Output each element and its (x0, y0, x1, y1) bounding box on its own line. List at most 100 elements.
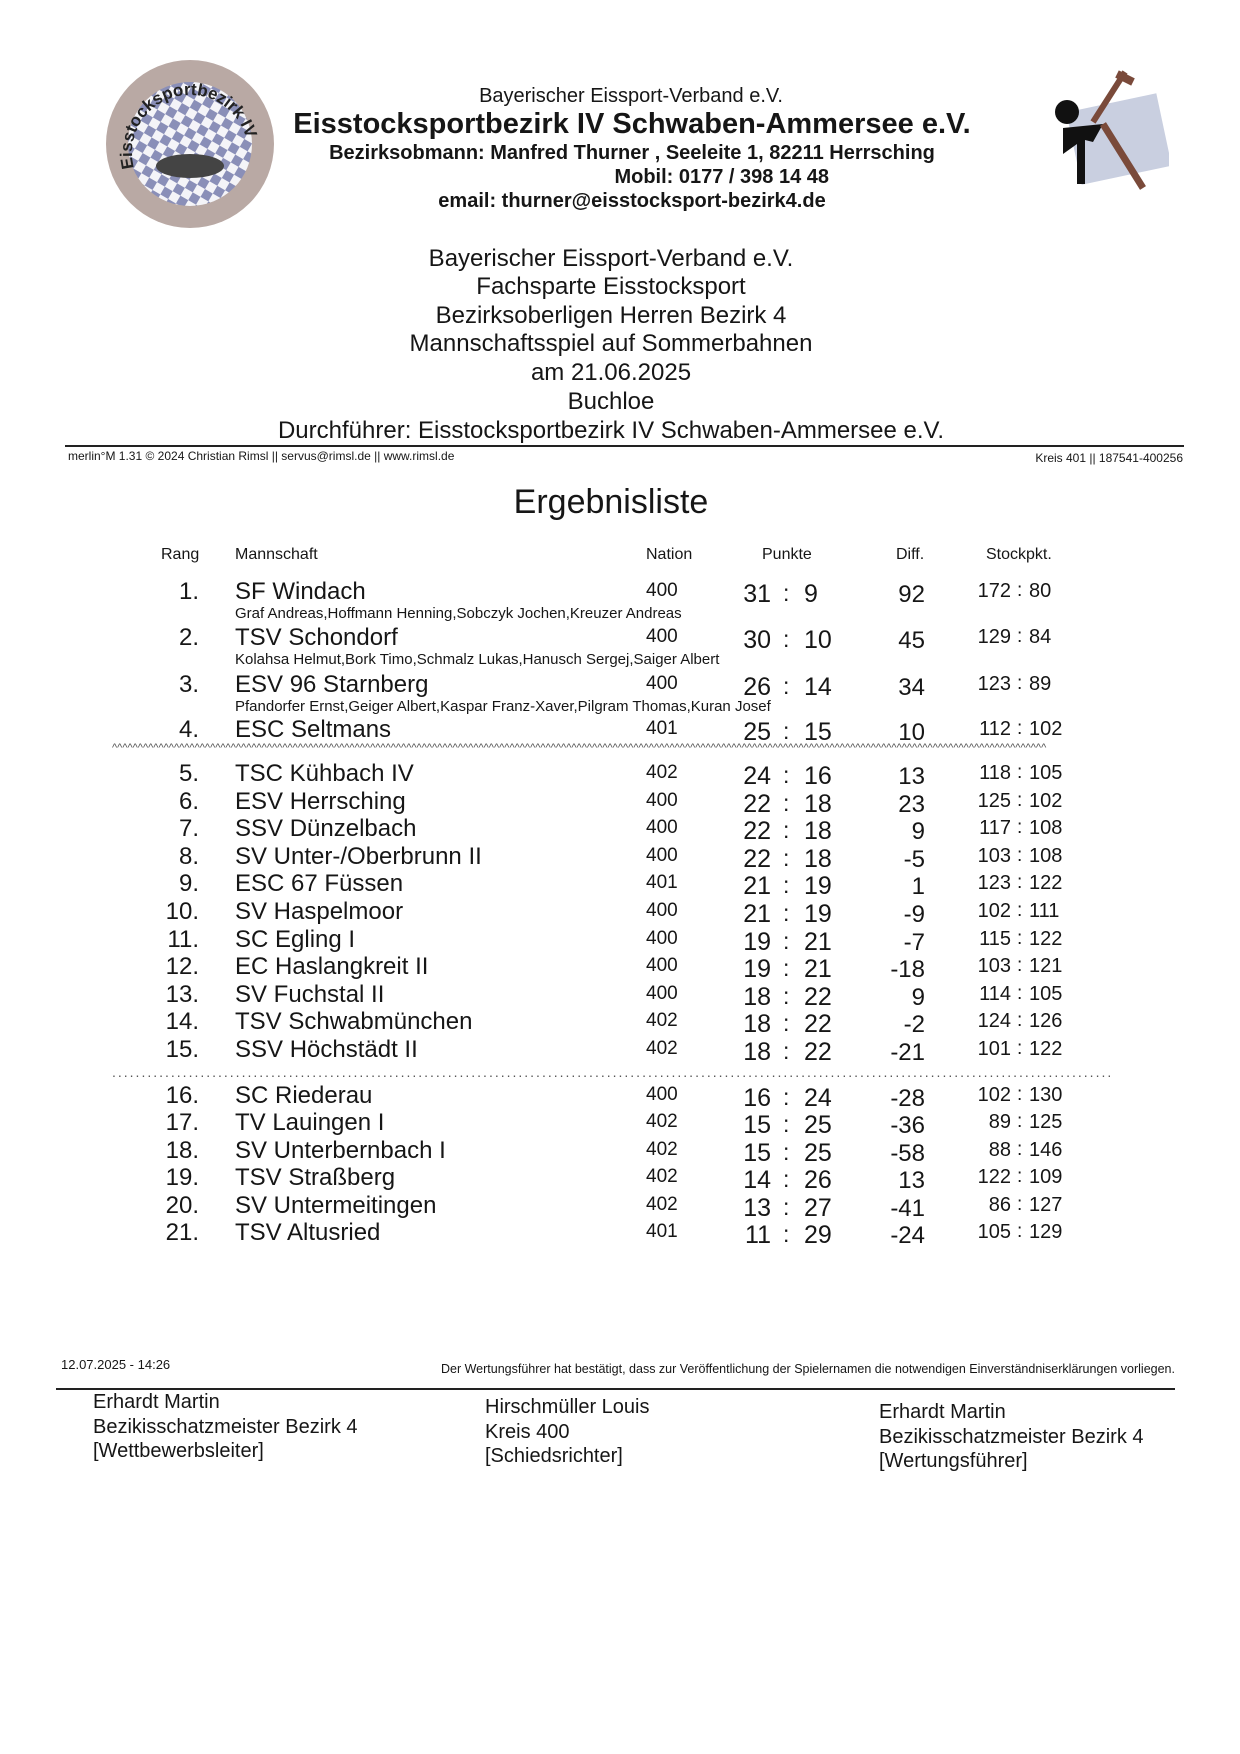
team-cell: SV Fuchstal II (235, 980, 385, 1008)
print-timestamp: 12.07.2025 - 14:26 (61, 1357, 171, 1372)
points-colon: : (783, 1111, 790, 1138)
signature-scorer: Erhardt Martin Bezikisschatzmeister Bezi… (879, 1400, 1144, 1474)
points-won-cell: 18 (743, 1038, 771, 1066)
stock-won-cell: 118 (979, 762, 1011, 784)
points-won-cell: 22 (743, 817, 771, 846)
team-players: Kolahsa Helmut,Bork Timo,Schmalz Lukas,H… (235, 651, 720, 668)
nation-cell: 401 (646, 1221, 678, 1242)
diff-cell: 9 (911, 818, 925, 846)
consent-note: Der Wertungsführer hat bestätigt, dass z… (440, 1362, 1175, 1376)
points-lost-cell: 29 (804, 1221, 832, 1249)
stock-lost-cell: 108 (1029, 844, 1063, 867)
stock-lost-cell: 108 (1029, 817, 1063, 840)
event-association: Bayerischer Eissport-Verband e.V. (428, 245, 794, 272)
col-header-mannschaft: Mannschaft (235, 546, 318, 563)
stock-lost-cell: 109 (1029, 1166, 1063, 1189)
rang-cell: 14. (165, 1008, 199, 1036)
nation-cell: 400 (646, 789, 678, 811)
points-won-cell: 14 (743, 1166, 771, 1195)
table-row: 7. SSV Dünzelbach 400 22 18 9 117 108:: (0, 815, 1240, 846)
team-cell: ESV Herrsching (235, 787, 406, 815)
points-won-cell: 15 (743, 1111, 771, 1140)
points-colon: : (783, 718, 790, 744)
email-address: email: thurner@eisstocksport-bezirk4.de (438, 190, 826, 212)
rang-cell: 16. (165, 1082, 199, 1109)
header-divider (65, 445, 1184, 447)
stock-won-cell: 122 (977, 1166, 1011, 1189)
points-won-cell: 19 (743, 927, 771, 956)
stock-colon: : (1017, 673, 1023, 694)
team-cell: SV Unter-/Oberbrunn II (235, 842, 482, 870)
rang-cell: 18. (165, 1136, 199, 1164)
points-lost-cell: 22 (804, 1010, 832, 1039)
table-row: 3. ESV 96 Starnberg 400 26 14 34 123 89:: (0, 671, 1240, 701)
team-cell: ESV 96 Starnberg (235, 671, 429, 698)
table-row: 8. SV Unter-/Oberbrunn II 400 22 18 -5 103 108:… (0, 842, 1240, 873)
points-lost-cell: 18 (804, 844, 832, 873)
signature-name: Hirschmüller Louis (485, 1396, 650, 1418)
stock-colon: : (1017, 718, 1023, 739)
stock-lost-cell: 122 (1029, 872, 1063, 895)
points-colon: : (783, 900, 790, 926)
table-row: 6. ESV Herrsching 400 22 18 23 125 102:: (0, 787, 1240, 818)
stock-won-cell: 125 (977, 789, 1011, 812)
stock-lost-cell: 146 (1029, 1138, 1063, 1161)
nation-cell: 400 (646, 900, 678, 921)
points-won-cell: 24 (743, 762, 771, 790)
diff-cell: -18 (890, 956, 925, 984)
stock-won-cell: 88 (988, 1138, 1011, 1161)
col-header-nation: Nation (646, 546, 693, 563)
points-colon: : (783, 955, 790, 982)
points-colon: : (783, 1084, 790, 1110)
table-row: 19. TSV Straßberg 402 14 26 13 122 109:: (0, 1164, 1240, 1195)
event-section: Fachsparte Eisstocksport (476, 273, 746, 300)
stock-colon: : (1017, 1193, 1023, 1215)
nation-cell: 402 (646, 1038, 678, 1059)
signature-role: [Wertungsführer] (879, 1450, 1028, 1472)
table-row: 14. TSV Schwabmünchen 402 18 22 -2 124 126:: (0, 1008, 1240, 1039)
signature-name: Erhardt Martin (93, 1391, 220, 1413)
stock-won-cell: 123 (977, 872, 1011, 895)
diff-cell: 1 (911, 873, 925, 901)
stock-colon: : (1017, 762, 1023, 783)
points-colon: : (783, 927, 790, 954)
points-colon: : (783, 844, 790, 871)
team-cell: TSC Kühbach IV (235, 760, 414, 787)
software-credit: merlin°M 1.31 © 2024 Christian Rimsl || … (68, 449, 455, 463)
points-colon: : (783, 580, 790, 606)
points-won-cell: 22 (743, 789, 771, 818)
stock-lost-cell: 129 (1029, 1221, 1063, 1243)
event-location: Buchloe (567, 388, 655, 415)
team-cell: TSV Altusried (235, 1219, 381, 1246)
rang-cell: 12. (165, 953, 199, 981)
table-row: 20. SV Untermeitingen 402 13 27 -41 86 127:: (0, 1192, 1240, 1222)
points-won-cell: 30 (743, 626, 771, 654)
stock-colon: : (1017, 982, 1023, 1004)
diff-cell: -24 (890, 1222, 925, 1249)
stock-lost-cell: 121 (1029, 955, 1063, 978)
stock-colon: : (1017, 1166, 1023, 1188)
mobile-number: Mobil: 0177 / 398 14 48 (614, 166, 829, 188)
nation-cell: 400 (646, 1084, 678, 1105)
nation-cell: 400 (646, 955, 678, 977)
stock-colon: : (1017, 1111, 1023, 1133)
stock-won-cell: 124 (977, 1010, 1011, 1033)
table-row: 9. ESC 67 Füssen 401 21 19 1 123 122:: (0, 870, 1240, 901)
nation-cell: 400 (646, 844, 678, 866)
rang-cell: 10. (165, 898, 199, 925)
table-row: 5. TSC Kühbach IV 402 24 16 13 118 105:: (0, 760, 1240, 790)
signature-name: Erhardt Martin (879, 1401, 1006, 1423)
diff-cell: -58 (890, 1139, 925, 1167)
table-row: 10. SV Haspelmoor 400 21 19 -9 102 111:: (0, 898, 1240, 928)
diff-cell: -41 (890, 1194, 925, 1222)
stock-colon: : (1017, 580, 1023, 601)
points-won-cell: 18 (743, 982, 771, 1011)
rang-cell: 9. (178, 870, 199, 898)
kreis-id: Kreis 401 || 187541-400256 (1035, 451, 1183, 465)
footer-divider (56, 1388, 1175, 1390)
points-colon: : (783, 982, 790, 1009)
points-colon: : (783, 817, 790, 844)
stock-lost-cell: 80 (1029, 580, 1052, 602)
points-lost-cell: 10 (804, 626, 832, 654)
stock-lost-cell: 102 (1029, 718, 1063, 740)
